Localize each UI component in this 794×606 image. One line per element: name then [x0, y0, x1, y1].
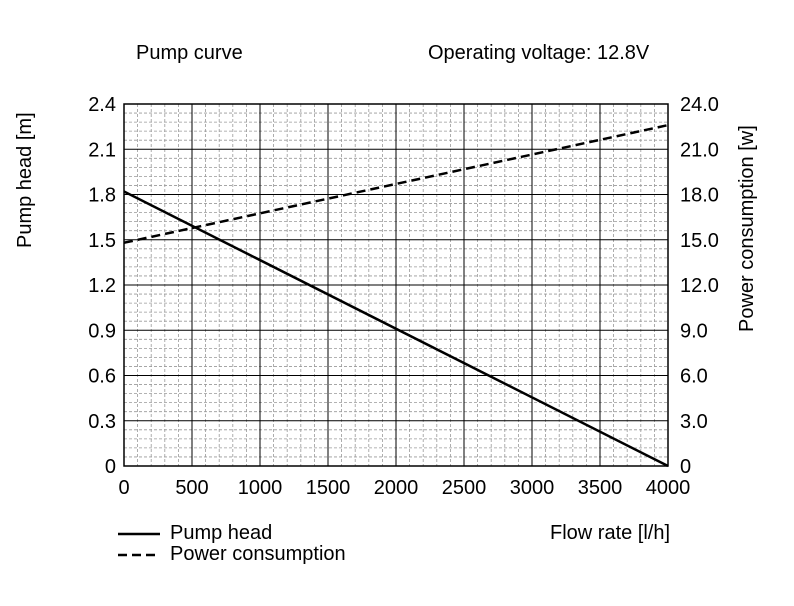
y-left-tick-label: 2.4: [88, 94, 116, 116]
x-tick-label: 4000: [646, 477, 691, 499]
y-right-tick-label: 0: [680, 456, 691, 478]
legend-label-pump-head: Pump head: [170, 522, 273, 544]
y-left-tick-label: 0: [105, 456, 116, 478]
x-tick-label: 3500: [578, 477, 623, 499]
y-right-tick-label: 9.0: [680, 320, 708, 342]
major-grid: [124, 104, 668, 466]
legend-label-power-consumption: Power consumption: [170, 543, 346, 565]
series-layer: [123, 123, 669, 468]
y-left-tick-label: 2.1: [88, 139, 116, 161]
chart-subtitle: Operating voltage: 12.8V: [428, 42, 650, 64]
x-axis-label: Flow rate [l/h]: [550, 522, 671, 544]
y-right-tick-label: 24.0: [680, 94, 719, 116]
y-left-tick-label: 1.2: [88, 275, 116, 297]
y-right-tick-label: 18.0: [680, 185, 719, 207]
x-tick-label: 1000: [238, 477, 283, 499]
y-left-tick-labels: 0 0.3 0.6 0.9 1.2 1.5 1.8 2.1 2.4: [88, 94, 116, 478]
y-left-tick-label: 0.3: [88, 411, 116, 433]
y-left-tick-label: 0.6: [88, 366, 116, 388]
x-tick-labels: 0 500 1000 1500 2000 2500 3000 3500 4000: [118, 477, 690, 499]
series-line-power-consumption: [123, 123, 669, 244]
y-axis-left-label: Pump head [m]: [14, 112, 36, 248]
legend: [118, 532, 160, 557]
x-tick-label: 2000: [374, 477, 419, 499]
y-right-tick-label: 3.0: [680, 411, 708, 433]
y-left-tick-label: 1.8: [88, 185, 116, 207]
series-line-pump-head: [123, 190, 669, 468]
x-tick-label: 2500: [442, 477, 487, 499]
y-right-tick-label: 21.0: [680, 139, 719, 161]
y-right-tick-label: 6.0: [680, 366, 708, 388]
x-tick-label: 500: [175, 477, 208, 499]
plot-frame: [123, 103, 669, 467]
y-right-tick-label: 15.0: [680, 230, 719, 252]
chart-title: Pump curve: [136, 42, 243, 64]
y-right-tick-label: 12.0: [680, 275, 719, 297]
y-right-tick-labels: 0 3.0 6.0 9.0 12.0 15.0 18.0 21.0 24.0: [680, 94, 719, 478]
y-left-tick-label: 1.5: [88, 230, 116, 252]
y-axis-right-label: Power consumption [w]: [736, 125, 758, 332]
x-tick-label: 0: [118, 477, 129, 499]
x-tick-label: 3000: [510, 477, 555, 499]
y-left-tick-label: 0.9: [88, 320, 116, 342]
x-tick-label: 1500: [306, 477, 351, 499]
